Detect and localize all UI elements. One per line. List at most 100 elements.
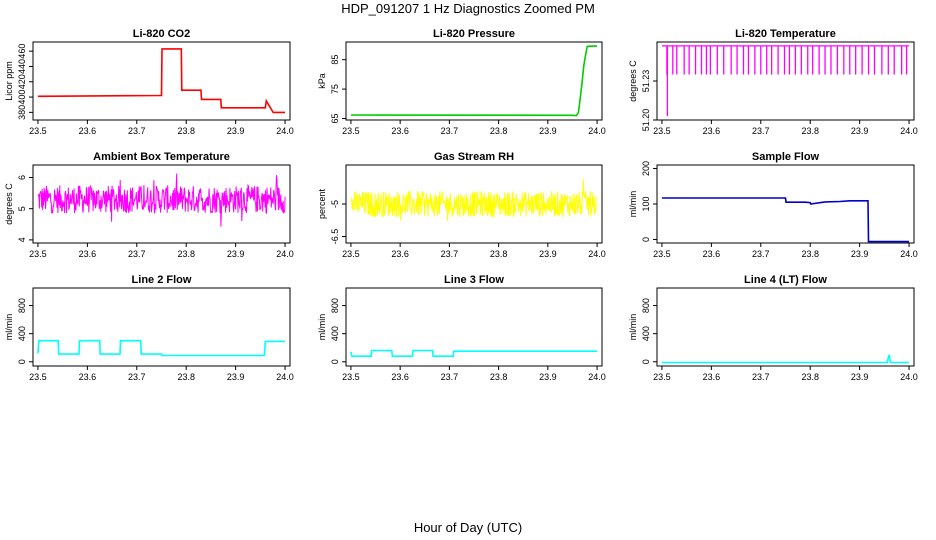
y-tick-label: 400	[17, 90, 27, 105]
y-tick-label: 0	[17, 359, 27, 364]
x-tick-label: 23.6	[703, 126, 721, 136]
x-tick-label: 24.0	[900, 249, 918, 259]
x-tick-label: 23.5	[29, 372, 47, 382]
x-tick-label: 23.9	[227, 372, 245, 382]
y-axis-label: kPa	[317, 73, 327, 89]
panel-6: Sample Flow 23.5 23.6 23.7 23.8 23.9 24.0 0 100 2…	[628, 151, 918, 259]
plot-frame	[656, 287, 915, 367]
x-tick-label: 23.9	[539, 249, 557, 259]
y-tick-label: 380	[17, 105, 27, 120]
y-tick-label: 6	[17, 175, 27, 180]
panel-title: Sample Flow	[752, 151, 820, 163]
y-tick-label: 85	[330, 55, 340, 65]
x-tick-label: 23.6	[703, 372, 721, 382]
x-tick-label: 23.8	[490, 249, 508, 259]
panel-title: Line 4 (LT) Flow	[744, 274, 827, 286]
x-tick-label: 24.0	[276, 249, 294, 259]
panel-title: Line 2 Flow	[132, 274, 192, 286]
panel-9: Line 4 (LT) Flow 23.5 23.6 23.7 23.8 23.9 24.0…	[628, 274, 918, 382]
y-tick-label: 420	[17, 74, 27, 89]
x-tick-label: 23.9	[539, 372, 557, 382]
x-tick-label: 23.9	[539, 126, 557, 136]
y-tick-label: 0	[641, 237, 651, 242]
x-tick-label: 23.7	[441, 126, 459, 136]
x-tick-label: 24.0	[588, 126, 606, 136]
x-tick-label: 23.6	[703, 249, 721, 259]
y-tick-label: 0	[330, 359, 340, 364]
plot-frame	[345, 287, 603, 367]
series-line	[661, 197, 910, 243]
x-tick-label: 23.8	[490, 372, 508, 382]
x-tick-label: 23.7	[752, 372, 770, 382]
y-tick-label: 100	[641, 196, 651, 211]
panel-title: Li-820 Temperature	[735, 28, 836, 40]
x-tick-label: 23.6	[79, 126, 97, 136]
series-line	[661, 354, 910, 364]
series-line	[37, 339, 286, 357]
x-tick-label: 23.6	[391, 249, 409, 259]
y-tick-label: 5	[17, 206, 27, 211]
y-axis-label: ml/min	[4, 314, 14, 341]
y-axis-label: degrees C	[628, 60, 638, 102]
series-line	[350, 349, 598, 358]
y-tick-label: 200	[641, 161, 651, 176]
panel-title: Li-820 CO2	[133, 28, 190, 40]
x-tick-label: 23.5	[653, 126, 671, 136]
x-tick-label: 23.6	[79, 372, 97, 382]
y-axis-label: ml/min	[628, 314, 638, 341]
series-line	[37, 48, 286, 114]
y-tick-label: 65	[330, 114, 340, 124]
panel-4: Ambient Box Temperature 23.5 23.6 23.7 23.8 2…	[4, 151, 294, 259]
x-tick-label: 23.5	[653, 249, 671, 259]
plot-frame	[32, 41, 291, 121]
plot-frame	[345, 41, 603, 121]
panel-title: Ambient Box Temperature	[93, 151, 230, 163]
x-tick-label: 24.0	[588, 372, 606, 382]
panel-3: Li-820 Temperature 23.5 23.6 23.7 23.8 23.9 24…	[628, 28, 918, 136]
plot-frame	[656, 164, 915, 244]
y-tick-label: 4	[17, 237, 27, 242]
y-axis-label: Licor ppm	[4, 61, 14, 101]
x-tick-label: 23.9	[851, 249, 869, 259]
x-tick-label: 23.9	[851, 372, 869, 382]
x-tick-label: 23.8	[177, 372, 195, 382]
series-line	[37, 173, 286, 227]
x-tick-label: 23.7	[752, 126, 770, 136]
x-tick-label: 23.9	[851, 126, 869, 136]
y-tick-label: 400	[330, 326, 340, 341]
panel-title: Li-820 Pressure	[433, 28, 515, 40]
x-tick-label: 23.7	[128, 372, 146, 382]
y-tick-label: 800	[641, 298, 651, 313]
x-tick-label: 23.7	[441, 249, 459, 259]
series-line	[350, 179, 598, 221]
y-tick-label: 51.20	[641, 109, 651, 132]
x-tick-label: 23.5	[342, 372, 360, 382]
panel-2: Li-820 Pressure 23.5 23.6 23.7 23.8 23.9 24.0 6…	[317, 28, 606, 136]
x-tick-label: 24.0	[276, 372, 294, 382]
x-axis-label: Hour of Day (UTC)	[414, 520, 522, 535]
x-tick-label: 23.5	[29, 126, 47, 136]
y-tick-label: 0	[641, 359, 651, 364]
x-tick-label: 23.8	[801, 126, 819, 136]
x-tick-label: 23.6	[391, 372, 409, 382]
y-tick-label: 400	[17, 326, 27, 341]
y-tick-label: 440	[17, 59, 27, 74]
x-tick-label: 23.7	[128, 249, 146, 259]
x-tick-label: 23.9	[227, 126, 245, 136]
x-tick-label: 23.8	[177, 249, 195, 259]
x-tick-label: 24.0	[276, 126, 294, 136]
x-tick-label: 23.9	[227, 249, 245, 259]
x-tick-label: 23.6	[79, 249, 97, 259]
series-line	[350, 45, 598, 117]
y-tick-label: 800	[17, 298, 27, 313]
y-tick-label: 400	[641, 326, 651, 341]
x-tick-label: 24.0	[588, 249, 606, 259]
y-tick-label: 75	[330, 84, 340, 94]
panel-5: Gas Stream RH 23.5 23.6 23.7 23.8 23.9 24.0 -6.…	[317, 151, 606, 259]
y-tick-label: -5	[330, 200, 340, 208]
x-tick-label: 23.8	[177, 126, 195, 136]
y-tick-label: 51.23	[641, 70, 651, 93]
x-tick-label: 23.6	[391, 126, 409, 136]
y-tick-label: -6.5	[330, 229, 340, 245]
